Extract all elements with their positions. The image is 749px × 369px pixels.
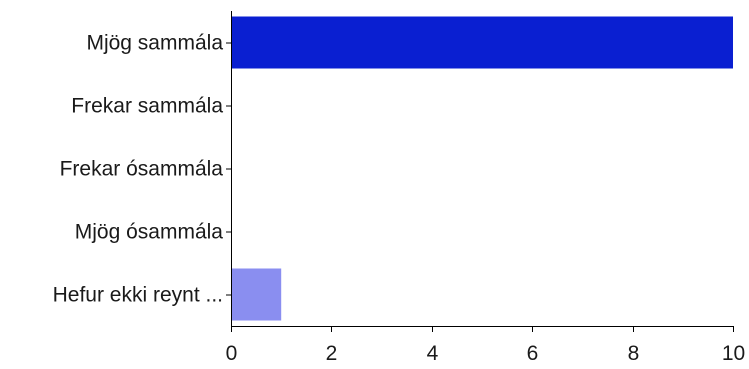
x-tick-label: 0 bbox=[226, 342, 238, 365]
bars-group bbox=[231, 16, 733, 321]
category-label: Frekar ósammála bbox=[60, 158, 224, 181]
x-tick-label: 4 bbox=[427, 342, 439, 365]
category-labels: Mjög sammála Frekar sammála Frekar ósammál… bbox=[53, 32, 224, 307]
category-label: Mjög ósammála bbox=[75, 221, 224, 244]
bar-4 bbox=[231, 268, 282, 321]
category-label: Hefur ekki reynt ... bbox=[53, 284, 223, 307]
x-tick-label: 8 bbox=[628, 342, 640, 365]
x-tick-label: 2 bbox=[326, 342, 338, 365]
x-tick-label: 10 bbox=[722, 342, 745, 365]
category-label: Frekar sammála bbox=[71, 95, 223, 118]
x-tick-label: 6 bbox=[527, 342, 539, 365]
bar-0 bbox=[231, 16, 733, 69]
x-axis-ticks: 0 2 4 6 8 10 bbox=[226, 42, 745, 365]
category-label: Mjög sammála bbox=[86, 32, 223, 55]
